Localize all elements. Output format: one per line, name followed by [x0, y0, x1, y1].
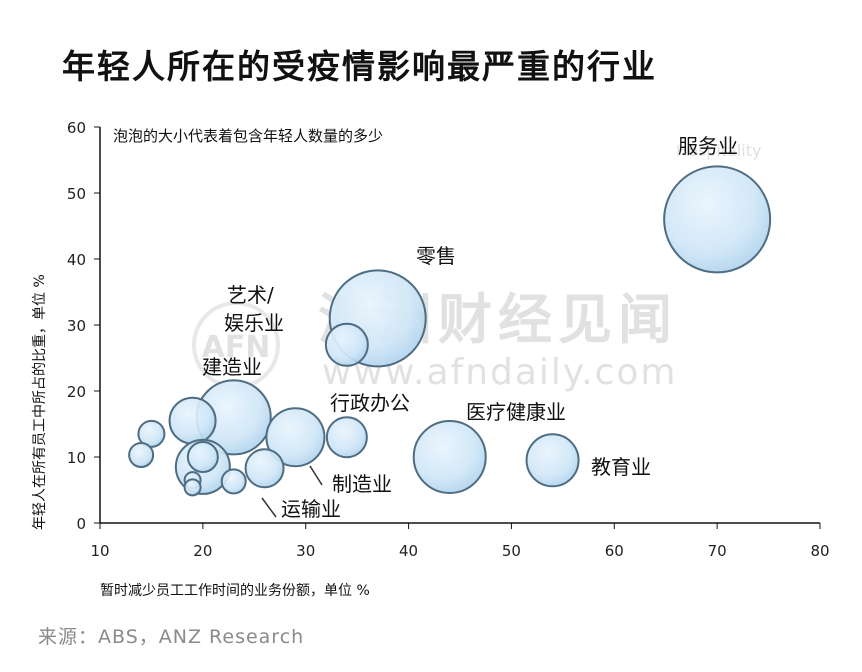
chart-title: 年轻人所在的受疫情影响最严重的行业	[62, 47, 657, 86]
label-healthcare: 医疗健康业	[466, 400, 566, 424]
y-tick-label: 60	[67, 119, 86, 137]
x-tick-label: 60	[605, 542, 624, 560]
y-tick-label: 20	[67, 383, 86, 401]
x-tick-label: 10	[90, 542, 109, 560]
watermark: AFN 澳洲财经见闻 www.afndaily.com	[192, 288, 675, 393]
y-tick-label: 50	[67, 185, 86, 203]
bubble	[244, 448, 285, 489]
bubble	[186, 441, 219, 473]
label-retail: 零售	[416, 244, 456, 268]
x-tick-label: 70	[708, 542, 727, 560]
label-transport: 运输业	[281, 497, 341, 521]
x-tick-label: 20	[193, 542, 212, 560]
bubble	[525, 433, 580, 488]
leader-line-manufacturing	[309, 465, 323, 486]
label-construction: 建造业	[202, 355, 262, 379]
bubble	[663, 165, 772, 274]
leader-lines	[261, 465, 323, 518]
ghost-label: Hospitality	[676, 141, 761, 160]
label-education: 教育业	[591, 455, 651, 479]
x-axis-label: 暂时减少员工工作时间的业务份额，单位 %	[100, 583, 370, 599]
label-manufacturing: 制造业	[332, 472, 392, 496]
label-arts-line2: 娱乐业	[224, 311, 284, 335]
bubble	[168, 396, 217, 445]
x-ticks: 10 20 30 40 50 60 70 80	[90, 523, 830, 560]
source-note: 来源：ABS，ANZ Research	[38, 626, 305, 648]
bubble	[128, 442, 155, 469]
x-tick-label: 50	[502, 542, 521, 560]
bubble	[412, 420, 487, 494]
chart-subtitle: 泡泡的大小代表着包含年轻人数量的多少	[113, 127, 383, 145]
label-arts-line1: 艺术/	[227, 283, 274, 307]
y-axis-label: 年轻人在所有员工中所占的比重，单位 %	[32, 274, 48, 530]
x-tick-label: 30	[296, 542, 315, 560]
y-tick-label: 0	[76, 515, 86, 533]
bubble	[324, 322, 369, 367]
y-tick-label: 10	[67, 449, 86, 467]
bubble	[137, 419, 166, 448]
bubble	[220, 468, 247, 495]
bubble	[183, 478, 202, 497]
bubble	[265, 407, 326, 468]
label-admin: 行政办公	[330, 391, 410, 415]
watermark-logo: AFN	[202, 330, 271, 365]
y-ticks: 0 10 20 30 40 50 60	[67, 119, 100, 533]
y-tick-label: 40	[67, 251, 86, 269]
x-tick-label: 40	[399, 542, 418, 560]
bubble	[325, 416, 368, 459]
y-tick-label: 30	[67, 317, 86, 335]
bubbles	[128, 165, 772, 497]
x-tick-label: 80	[810, 542, 829, 560]
label-services: 服务业	[678, 134, 738, 158]
leader-line-transport	[261, 497, 277, 518]
